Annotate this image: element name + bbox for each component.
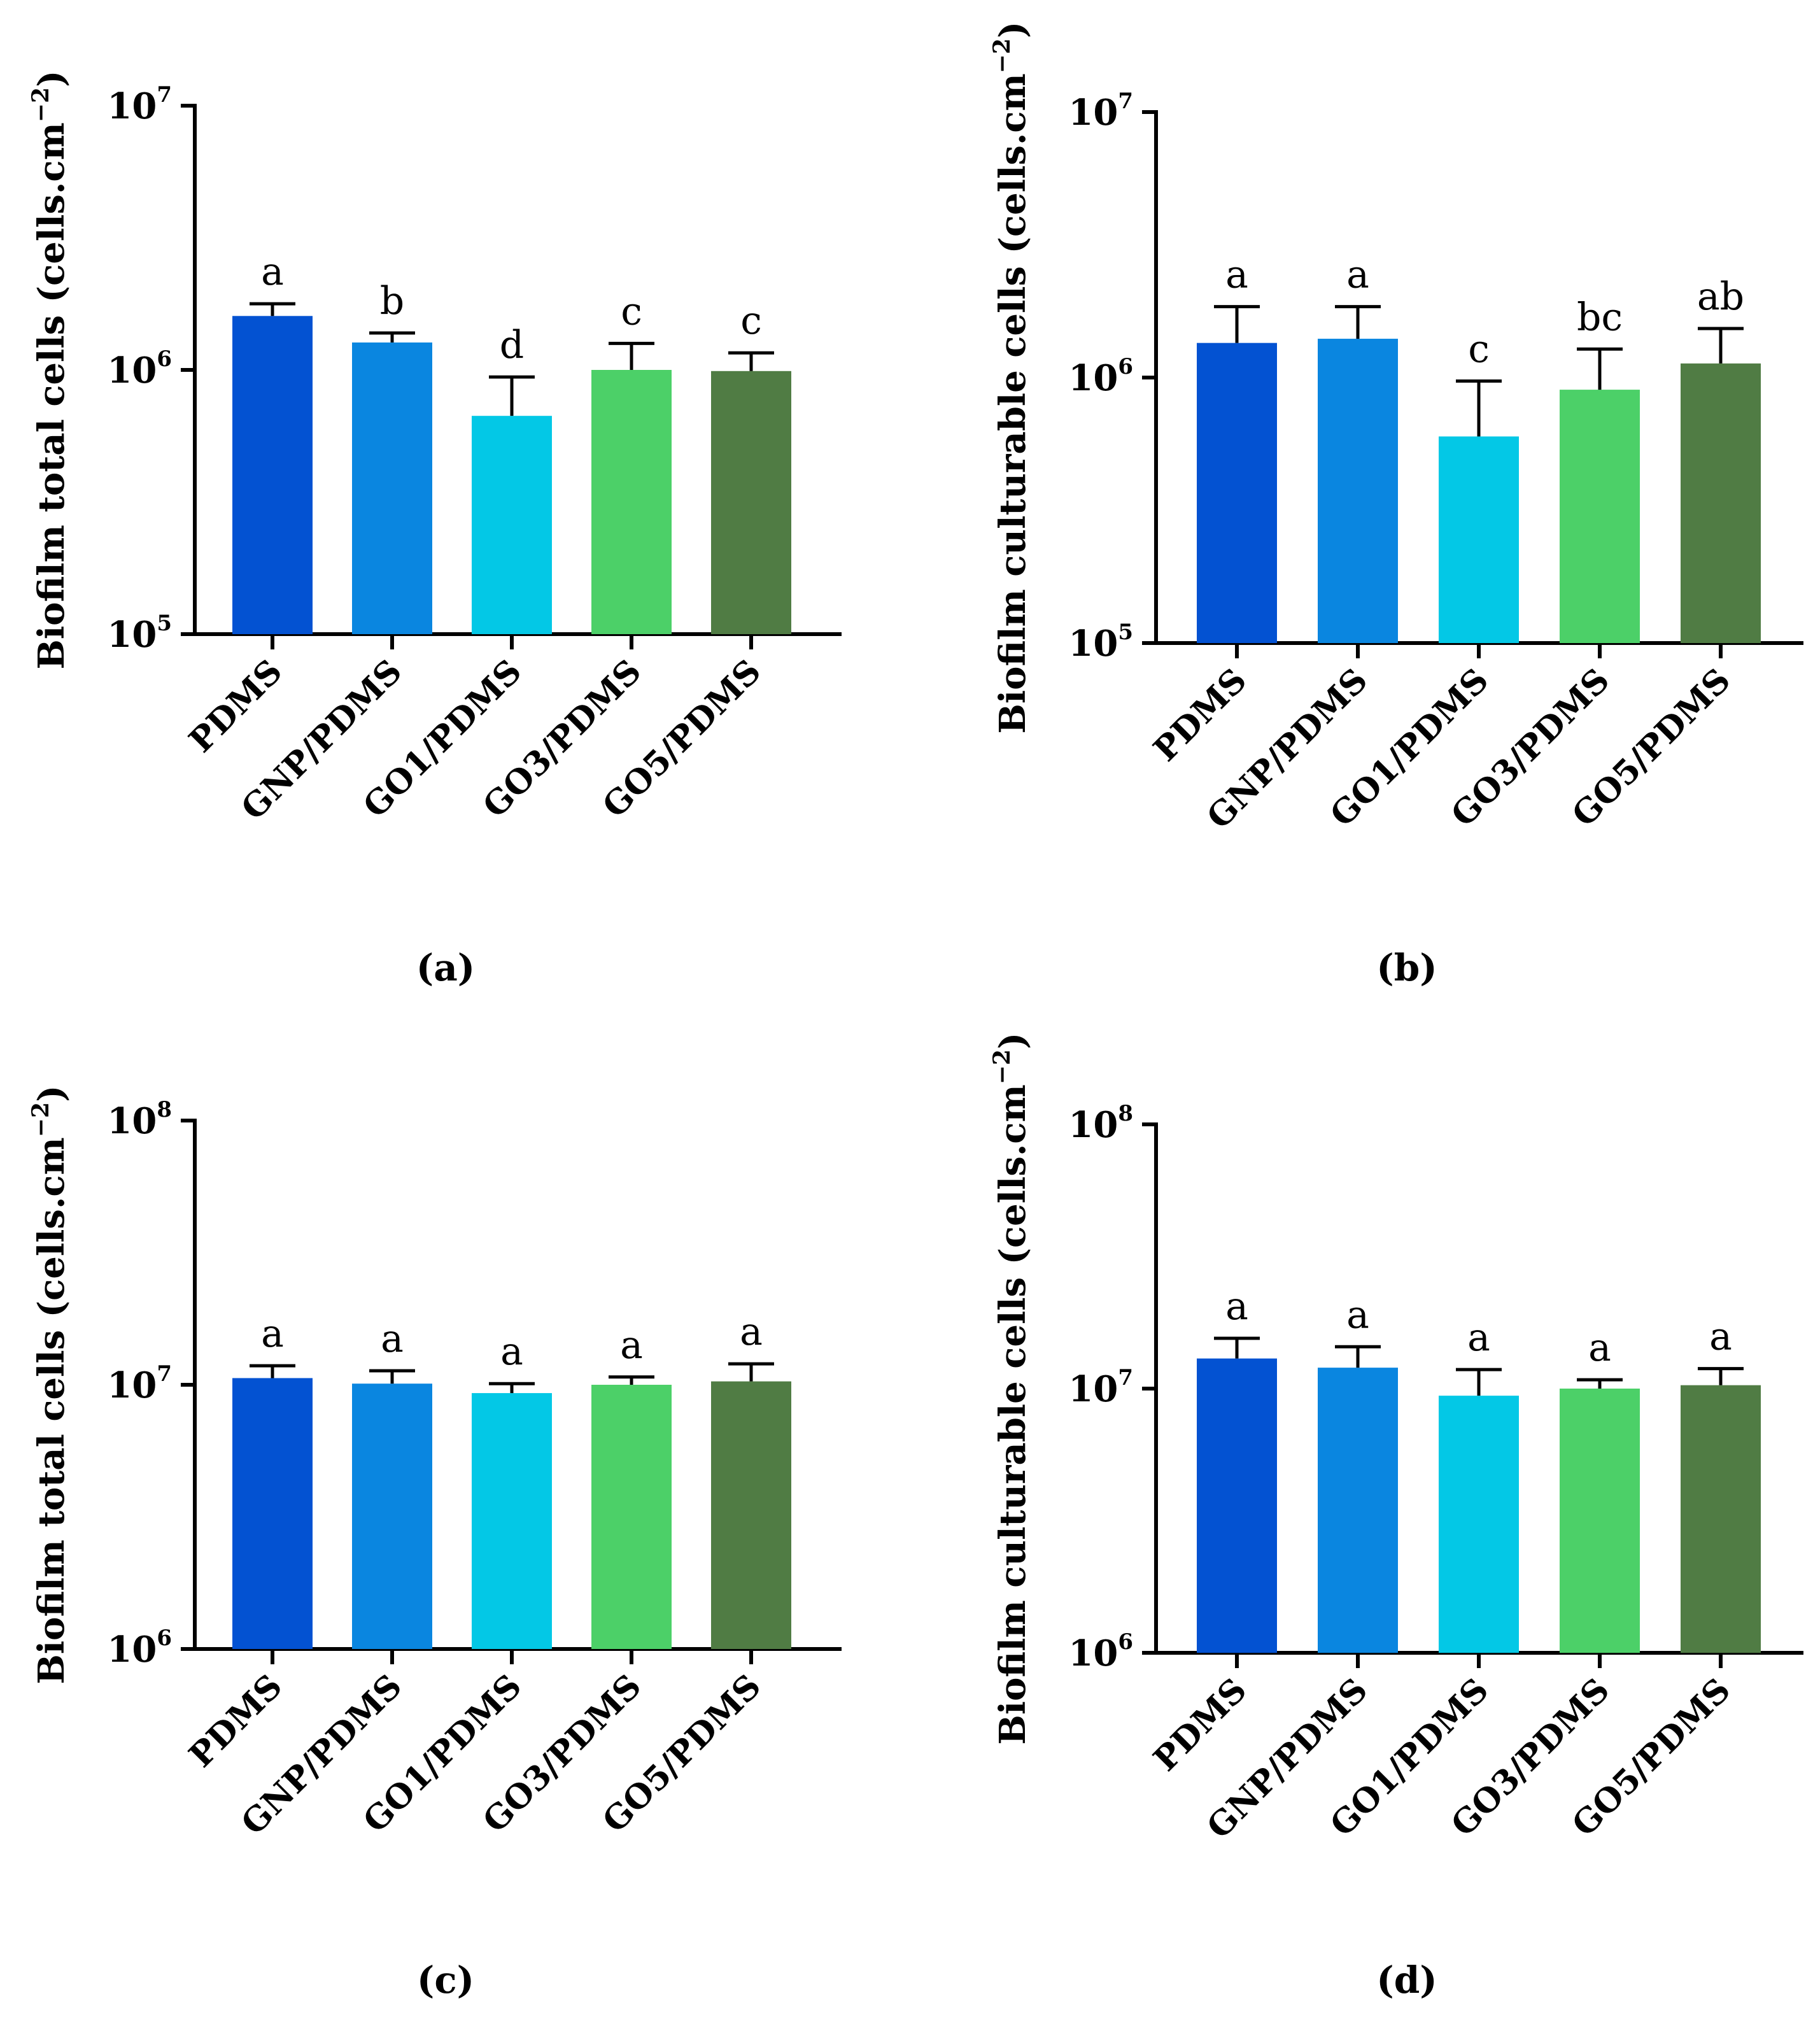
x-tick-label: PDMS — [1146, 661, 1254, 769]
bar-pdms — [232, 316, 313, 634]
panel-label: (b) — [1376, 946, 1437, 989]
y-tick-label: 106 — [107, 1625, 172, 1671]
bar-go3-pdms — [591, 370, 672, 634]
y-axis-label: Biofilm culturable cells (cells.cm−2) — [989, 1033, 1034, 1745]
x-tick-label: PDMS — [181, 1667, 290, 1775]
significance-letter: c — [1468, 327, 1490, 372]
chart-panel-3: 106 107 108 Biofilm total cells (cells.cm−2… — [27, 1086, 842, 2002]
significance-letter: b — [380, 279, 404, 323]
x-tick-label: PDMS — [1146, 1671, 1254, 1779]
significance-letter: d — [500, 323, 524, 367]
significance-letter: c — [621, 289, 642, 334]
bar-go3-pdms — [1560, 1389, 1640, 1653]
bar-gnp-pdms — [352, 1383, 432, 1649]
significance-letter: a — [1467, 1315, 1490, 1360]
x-tick-label: PDMS — [181, 652, 290, 760]
bar-go1-pdms — [1439, 1396, 1519, 1653]
bar-pdms — [232, 1378, 313, 1649]
y-axis-label: Biofilm total cells (cells.cm−2) — [27, 1086, 73, 1685]
chart-panel-4: 106 107 108 Biofilm culturable cells (cells… — [989, 1033, 1803, 2002]
y-tick-label: 107 — [107, 82, 172, 127]
chart-panel-1: 105 106 107 Biofilm total cells (cells.cm−2… — [27, 71, 842, 989]
bar-go5-pdms — [1681, 1385, 1761, 1653]
significance-letter: a — [381, 1317, 404, 1361]
significance-letter: a — [1225, 253, 1248, 297]
bar-go1-pdms — [472, 1393, 552, 1649]
bar-go3-pdms — [1560, 390, 1640, 643]
chart-panel-2: 105 106 107 Biofilm culturable cells (cells… — [989, 22, 1803, 989]
significance-letter: a — [1588, 1326, 1611, 1370]
y-tick-label: 108 — [1068, 1101, 1133, 1146]
bar-gnp-pdms — [1318, 1368, 1398, 1653]
significance-letter: a — [261, 250, 284, 294]
bar-gnp-pdms — [352, 342, 432, 634]
significance-letter: bc — [1577, 295, 1623, 339]
y-tick-label: 108 — [107, 1097, 172, 1142]
significance-letter: a — [1225, 1284, 1248, 1329]
significance-letter: c — [740, 299, 762, 343]
panel-label: (a) — [416, 946, 475, 989]
y-tick-label: 105 — [107, 611, 172, 656]
significance-letter: a — [620, 1323, 643, 1368]
panel-label: (d) — [1376, 1958, 1437, 2002]
bar-go5-pdms — [1681, 363, 1761, 643]
bar-go3-pdms — [591, 1385, 672, 1649]
bar-go5-pdms — [711, 1381, 791, 1649]
significance-letter: ab — [1697, 274, 1744, 319]
significance-letter: a — [740, 1310, 763, 1354]
significance-letter: a — [1346, 1292, 1369, 1337]
bar-go5-pdms — [711, 371, 791, 634]
significance-letter: a — [500, 1329, 523, 1374]
bar-go1-pdms — [1439, 436, 1519, 643]
y-tick-label: 106 — [1068, 1629, 1133, 1674]
bar-pdms — [1197, 1358, 1277, 1653]
bar-gnp-pdms — [1318, 339, 1398, 643]
bar-pdms — [1197, 343, 1277, 643]
y-axis-label: Biofilm total cells (cells.cm−2) — [27, 71, 73, 670]
y-tick-label: 105 — [1068, 619, 1133, 665]
y-tick-label: 107 — [107, 1361, 172, 1406]
panel-label: (c) — [417, 1958, 474, 2002]
significance-letter: a — [1346, 253, 1369, 297]
significance-letter: a — [1709, 1315, 1732, 1359]
significance-letter: a — [261, 1312, 284, 1356]
y-tick-label: 106 — [1068, 354, 1133, 399]
y-tick-label: 107 — [1068, 1365, 1133, 1410]
y-axis-label: Biofilm culturable cells (cells.cm−2) — [989, 22, 1034, 734]
y-tick-label: 107 — [1068, 88, 1133, 134]
bar-go1-pdms — [472, 416, 552, 634]
y-tick-label: 106 — [107, 346, 172, 392]
